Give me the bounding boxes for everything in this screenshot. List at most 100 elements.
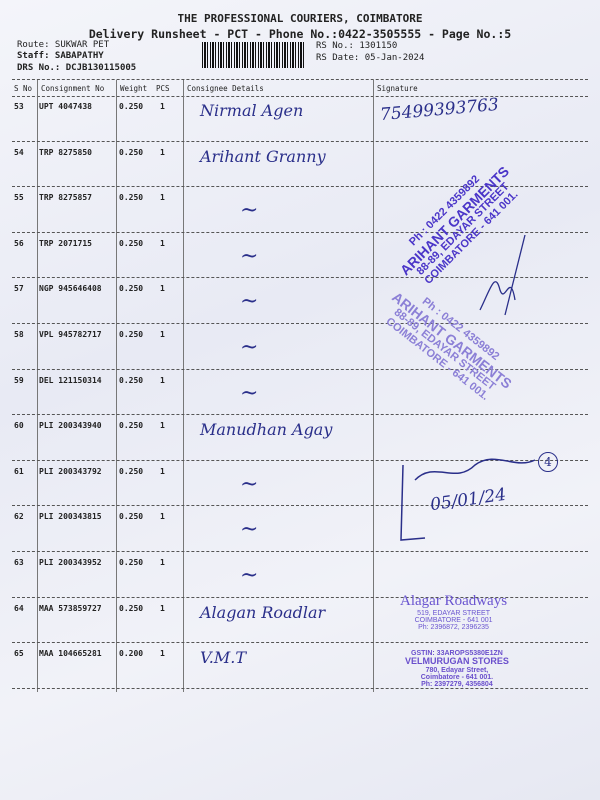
row-consignment: MAA 573859727	[39, 603, 102, 613]
row-pcs: 1	[160, 193, 165, 203]
stamp-line: Coimbatore - 641 001.	[420, 674, 494, 682]
row-weight: 0.250	[119, 147, 144, 157]
row-sno: 55	[14, 193, 24, 203]
row-pcs: 1	[160, 375, 165, 385]
divider	[12, 96, 588, 97]
row-divider	[12, 551, 588, 552]
row-consignment: PLI 200343792	[39, 466, 102, 476]
col-pcs: PCS	[156, 84, 170, 93]
row-divider	[12, 642, 588, 644]
row-consignee-handwritten: ~	[240, 243, 259, 269]
row-consignee-handwritten: Manudhan Agay	[200, 420, 333, 440]
row-pcs: 1	[160, 558, 165, 567]
row-consignment: UPT 4047438	[39, 102, 92, 111]
row-sno: 53	[14, 102, 24, 111]
row-weight: 0.250	[119, 330, 144, 339]
row-divider	[12, 414, 588, 416]
row-sno: 60	[14, 421, 24, 431]
stamp-line: COIMBATORE - 641 001	[414, 617, 493, 625]
row-consignee-handwritten: ~	[240, 289, 259, 315]
row-weight: 0.250	[119, 375, 144, 385]
drs-number: DRS No.: DCJB130115005	[17, 63, 137, 73]
row-consignee-handwritten: ~	[240, 563, 259, 588]
row-consignee-handwritten: ~	[240, 471, 259, 497]
row-consignee-handwritten: ~	[240, 198, 259, 224]
stamp-line: VELMURUGAN STORES	[405, 656, 509, 667]
col-weight: Weight	[120, 84, 148, 93]
row-consignment: VPL 945782717	[39, 330, 102, 339]
row-weight: 0.250	[119, 466, 144, 476]
row-consignee-handwritten: V.M.T	[200, 648, 246, 668]
row-consignee-handwritten: ~	[240, 517, 259, 543]
row-weight: 0.250	[119, 603, 144, 613]
column-line	[183, 80, 184, 692]
row-weight: 0.250	[119, 512, 144, 522]
row-weight: 0.250	[119, 238, 144, 248]
row-pcs: 1	[160, 238, 165, 248]
stamp-line: Ph: 2397279, 4356804	[421, 681, 493, 689]
company-title: THE PROFESSIONAL COURIERS, COIMBATORE	[177, 12, 423, 25]
row-divider	[12, 231, 588, 233]
row-sno: 59	[14, 375, 24, 385]
row-consignment: TRP 8275850	[39, 147, 92, 157]
row-consignee-handwritten: Alagan Roadlar	[200, 602, 326, 622]
row-weight: 0.250	[119, 284, 144, 294]
stamp-line: 519, EDAYAR STREET	[417, 609, 490, 617]
row-divider	[12, 277, 588, 279]
row-consignee-handwritten: ~	[240, 335, 259, 360]
row-pcs: 1	[160, 330, 165, 339]
stamp-line: GSTIN: 33AROPS5380E1ZN	[411, 650, 503, 657]
row-divider	[12, 505, 588, 507]
col-consignment: Consignment No	[41, 84, 105, 93]
stamp-alagar-roadways: Alagar Roadways 519, EDAYAR STREET COIMB…	[400, 593, 508, 632]
row-weight: 0.250	[119, 421, 144, 431]
row-consignment: MAA 104665281	[39, 649, 102, 659]
row-consignment: TRP 2071715	[39, 238, 92, 248]
row-divider	[12, 140, 588, 142]
row-sno: 64	[14, 603, 24, 613]
col-sno: S No	[14, 84, 33, 93]
stamp-line: 780, Edayar Street,	[425, 666, 489, 674]
stamp-line: Ph: 2396872, 2396235	[418, 624, 489, 632]
row-divider	[12, 596, 588, 598]
column-line	[373, 80, 374, 692]
row-pcs: 1	[160, 466, 165, 476]
barcode	[202, 42, 306, 68]
row-sno: 62	[14, 512, 24, 522]
row-weight: 0.200	[119, 649, 144, 659]
divider	[12, 79, 588, 80]
row-consignment: PLI 200343815	[39, 512, 102, 522]
row-weight: 0.250	[119, 193, 144, 203]
rs-date: RS Date: 05-Jan-2024	[316, 53, 425, 63]
row-sno: 63	[14, 558, 24, 567]
row-sno: 56	[14, 238, 24, 248]
row-pcs: 1	[160, 649, 165, 659]
row-consignment: PLI 200343940	[39, 421, 102, 431]
col-consignee: Consignee Details	[187, 84, 264, 93]
row-pcs: 1	[160, 284, 165, 294]
row-divider	[12, 368, 588, 370]
row-sno: 61	[14, 466, 24, 476]
row-consignment: TRP 8275857	[39, 193, 92, 203]
row-consignment: PLI 200343952	[39, 558, 102, 567]
row-weight: 0.250	[119, 102, 144, 111]
circled-number: 4	[538, 452, 558, 472]
row-pcs: 1	[160, 147, 165, 157]
signature-scribble	[400, 458, 536, 541]
row-divider	[12, 186, 588, 188]
row-divider	[12, 323, 588, 324]
row-divider	[12, 687, 588, 689]
row-sno: 58	[14, 330, 24, 339]
column-line	[37, 80, 38, 692]
row-consignee-handwritten: ~	[240, 380, 259, 406]
column-line	[116, 80, 117, 692]
runsheet-subtitle: Delivery Runsheet - PCT - Phone No.:0422…	[88, 27, 512, 41]
staff: Staff: SABAPATHY	[17, 51, 104, 61]
col-signature: Signature	[377, 84, 418, 93]
stamp-line: Alagar Roadways	[400, 593, 508, 609]
signature-scribble	[479, 234, 526, 316]
row-consignee-handwritten: Nirmal Agen	[200, 101, 304, 120]
row-weight: 0.250	[119, 558, 144, 567]
row-pcs: 1	[160, 102, 165, 111]
